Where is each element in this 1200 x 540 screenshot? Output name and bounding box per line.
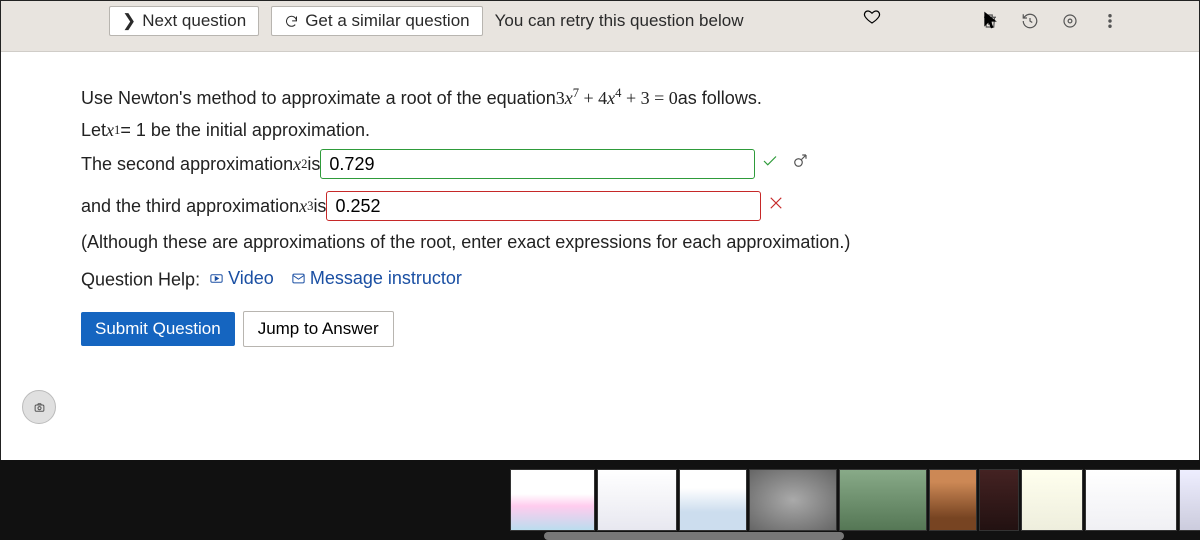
- note-row: (Although these are approximations of th…: [81, 229, 1119, 255]
- problem-line-2: Let x1 = 1 be the initial approximation.: [81, 117, 1119, 143]
- text-segment: is: [307, 151, 320, 177]
- text-segment: and the third approximation: [81, 193, 299, 219]
- var-x3: x: [299, 193, 307, 219]
- window-thumbnail[interactable]: [839, 469, 927, 531]
- jump-to-answer-button[interactable]: Jump to Answer: [243, 311, 394, 347]
- question-frame: ❯ Next question Get a similar question Y…: [0, 0, 1200, 460]
- window-thumbnail[interactable]: [1021, 469, 1083, 531]
- help-label: Question Help:: [81, 270, 200, 290]
- check-icon: [761, 151, 779, 177]
- similar-question-button[interactable]: Get a similar question: [271, 6, 482, 36]
- more-icon[interactable]: [1101, 12, 1119, 30]
- question-toolbar: ❯ Next question Get a similar question Y…: [1, 1, 1199, 52]
- equation-text: 3x7 + 4x4 + 3 = 0: [556, 84, 678, 111]
- window-thumbnail[interactable]: [597, 469, 677, 531]
- third-approx-row: and the third approximation x3 is: [81, 191, 1119, 221]
- text-segment: = 1 be the initial approximation.: [120, 117, 370, 143]
- video-help-link[interactable]: Video: [209, 265, 274, 291]
- window-thumbnail[interactable]: [979, 469, 1019, 531]
- formula-picker-icon[interactable]: [791, 151, 809, 177]
- text-segment: The second approximation: [81, 151, 293, 177]
- message-instructor-link[interactable]: Message instructor: [291, 265, 462, 291]
- action-row: Submit Question Jump to Answer: [81, 311, 1119, 347]
- var-x1: x: [106, 117, 114, 143]
- question-content: Use Newton's method to approximate a roo…: [1, 52, 1199, 466]
- trash-icon[interactable]: [981, 12, 999, 30]
- thumbnail-scrollbar[interactable]: [544, 532, 844, 540]
- window-thumbnail[interactable]: [749, 469, 837, 531]
- message-instructor-label: Message instructor: [310, 265, 462, 291]
- var-x2: x: [293, 151, 301, 177]
- chevron-right-icon: ❯: [122, 11, 136, 31]
- submit-question-button[interactable]: Submit Question: [81, 312, 235, 346]
- thumbnail-strip: [0, 460, 1200, 540]
- window-thumbnail[interactable]: [1179, 469, 1200, 531]
- problem-line-1: Use Newton's method to approximate a roo…: [81, 84, 1119, 111]
- retry-hint-text: You can retry this question below: [495, 11, 744, 31]
- video-icon: [209, 271, 224, 286]
- mail-icon: [291, 271, 306, 286]
- eye-icon[interactable]: [1061, 12, 1079, 30]
- text-segment: Use Newton's method to approximate a roo…: [81, 85, 556, 111]
- window-thumbnail[interactable]: [929, 469, 977, 531]
- answer-x3-input[interactable]: [326, 191, 761, 221]
- window-thumbnail[interactable]: [1085, 469, 1177, 531]
- note-text: (Although these are approximations of th…: [81, 229, 850, 255]
- answer-x2-input[interactable]: [320, 149, 755, 179]
- similar-question-label: Get a similar question: [305, 11, 469, 31]
- help-row: Question Help: Video Message instructor: [81, 265, 1119, 293]
- text-segment: is: [313, 193, 326, 219]
- next-question-button[interactable]: ❯ Next question: [109, 6, 259, 36]
- video-help-label: Video: [228, 265, 274, 291]
- toolbar-right-icons: [981, 12, 1119, 30]
- x-icon: [767, 193, 785, 219]
- second-approx-row: The second approximation x2 is: [81, 149, 1119, 179]
- text-segment: Let: [81, 117, 106, 143]
- window-thumbnail[interactable]: [510, 469, 595, 531]
- text-segment: as follows.: [678, 85, 762, 111]
- history-icon[interactable]: [1021, 12, 1039, 30]
- refresh-icon: [284, 14, 299, 29]
- next-question-label: Next question: [142, 11, 246, 31]
- window-thumbnail[interactable]: [679, 469, 747, 531]
- screenshot-badge-icon[interactable]: [22, 390, 56, 424]
